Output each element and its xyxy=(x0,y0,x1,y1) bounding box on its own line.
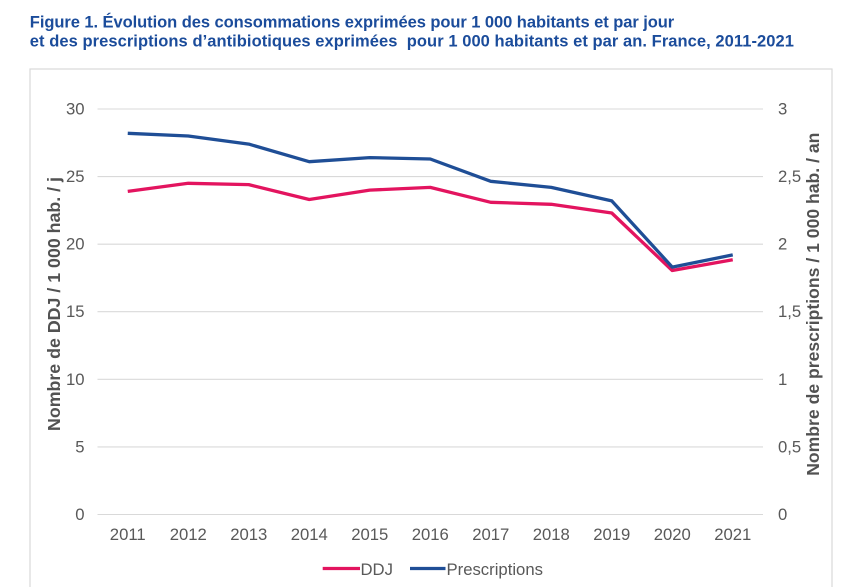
svg-text:2017: 2017 xyxy=(472,525,509,544)
svg-text:1: 1 xyxy=(778,370,787,389)
svg-text:2020: 2020 xyxy=(654,525,691,544)
svg-text:2011: 2011 xyxy=(110,525,146,544)
svg-text:0,5: 0,5 xyxy=(778,437,801,456)
svg-text:10: 10 xyxy=(66,370,85,389)
svg-text:2019: 2019 xyxy=(593,525,630,544)
svg-text:2018: 2018 xyxy=(533,525,570,544)
svg-text:Figure 1. Évolution des consom: Figure 1. Évolution des consommations ex… xyxy=(30,12,675,31)
svg-text:2012: 2012 xyxy=(170,525,207,544)
svg-text:Prescriptions: Prescriptions xyxy=(447,560,543,579)
svg-text:30: 30 xyxy=(66,100,85,119)
svg-text:1,5: 1,5 xyxy=(778,302,801,321)
svg-text:20: 20 xyxy=(66,235,85,254)
svg-text:3: 3 xyxy=(778,100,787,119)
svg-text:25: 25 xyxy=(66,167,85,186)
svg-text:2016: 2016 xyxy=(412,525,449,544)
svg-text:et des prescriptions d’antibio: et des prescriptions d’antibiotiques exp… xyxy=(30,33,794,51)
svg-text:2013: 2013 xyxy=(230,525,267,544)
svg-text:0: 0 xyxy=(778,505,787,524)
svg-text:Nombre de prescriptions / 1 00: Nombre de prescriptions / 1 000 hab. / a… xyxy=(803,133,823,476)
svg-text:2,5: 2,5 xyxy=(778,167,801,186)
svg-text:5: 5 xyxy=(75,437,84,456)
svg-text:DDJ: DDJ xyxy=(361,560,393,579)
svg-text:Nombre de DDJ / 1 000 hab. / j: Nombre de DDJ / 1 000 hab. / j xyxy=(44,177,64,431)
svg-text:2015: 2015 xyxy=(351,525,388,544)
svg-text:0: 0 xyxy=(75,505,84,524)
svg-text:2021: 2021 xyxy=(714,525,751,544)
svg-text:15: 15 xyxy=(66,302,85,321)
svg-text:2: 2 xyxy=(778,235,787,254)
svg-text:2014: 2014 xyxy=(291,525,328,544)
